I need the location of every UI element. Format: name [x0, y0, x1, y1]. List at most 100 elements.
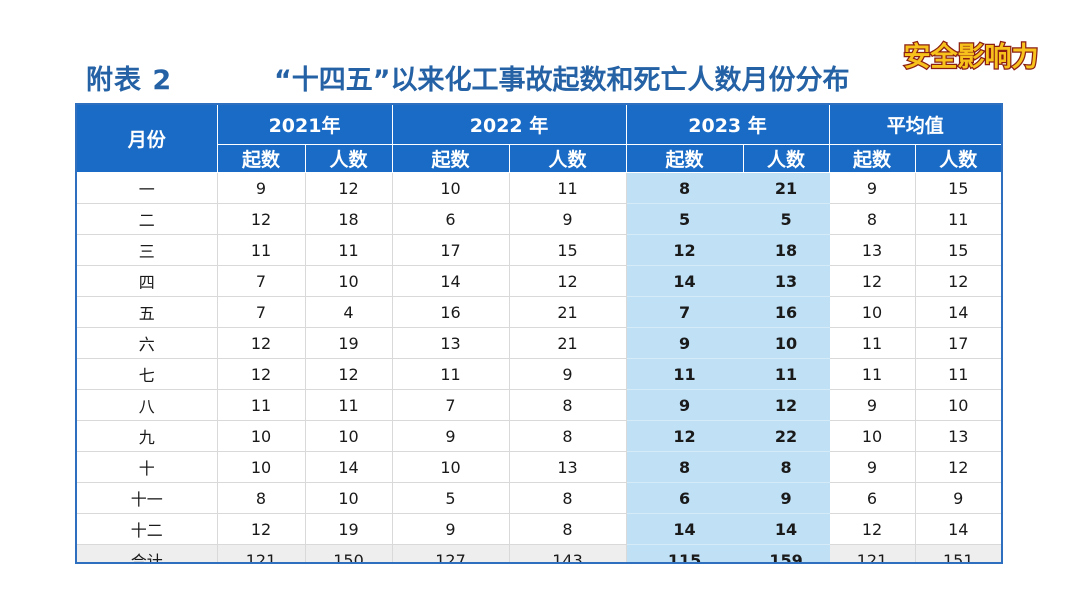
- count-cell: 10: [392, 172, 510, 204]
- deaths-cell: 10: [305, 482, 393, 514]
- table-row: 五 7 4 16 21 7 16 10 14: [77, 296, 1001, 328]
- total-row: 合计 121 150 127 143 115 159 121 151: [77, 544, 1001, 562]
- header-year-2023: 2023 年: [626, 105, 830, 145]
- deaths-cell: 19: [305, 327, 393, 359]
- table-label: 附表 2: [86, 65, 173, 96]
- count-cell: 8: [829, 203, 916, 235]
- count-cell: 7: [392, 389, 510, 421]
- deaths-cell: 21: [743, 172, 830, 204]
- deaths-cell: 8: [509, 389, 627, 421]
- count-cell: 13: [829, 234, 916, 266]
- count-cell: 9: [829, 451, 916, 483]
- deaths-cell: 9: [743, 482, 830, 514]
- count-cell: 10: [829, 296, 916, 328]
- count-cell: 14: [626, 513, 744, 545]
- count-cell: 6: [626, 482, 744, 514]
- count-cell: 9: [829, 389, 916, 421]
- month-cell: 五: [77, 296, 218, 328]
- count-cell: 9: [829, 172, 916, 204]
- deaths-cell: 15: [509, 234, 627, 266]
- deaths-cell: 10: [915, 389, 1001, 421]
- count-cell: 12: [626, 234, 744, 266]
- table-row: 一 9 12 10 11 8 21 9 15: [77, 172, 1001, 204]
- deaths-cell: 12: [305, 172, 393, 204]
- month-cell: 二: [77, 203, 218, 235]
- count-cell: 14: [392, 265, 510, 297]
- count-cell: 10: [829, 420, 916, 452]
- subheader-deaths: 人数: [915, 144, 1001, 173]
- count-cell: 12: [217, 203, 306, 235]
- count-cell: 11: [217, 234, 306, 266]
- month-cell: 三: [77, 234, 218, 266]
- count-cell: 6: [392, 203, 510, 235]
- table-row: 三 11 11 17 15 12 18 13 15: [77, 234, 1001, 266]
- deaths-cell: 16: [743, 296, 830, 328]
- deaths-cell: 11: [509, 172, 627, 204]
- month-cell: 十一: [77, 482, 218, 514]
- month-cell: 一: [77, 172, 218, 204]
- header-average: 平均值: [829, 105, 1001, 145]
- subheader-deaths: 人数: [509, 144, 627, 173]
- total-label: 合计: [77, 544, 218, 562]
- deaths-cell: 11: [915, 358, 1001, 390]
- count-cell: 10: [217, 420, 306, 452]
- count-cell: 9: [626, 327, 744, 359]
- header-year-2022: 2022 年: [392, 105, 627, 145]
- deaths-cell: 8: [509, 513, 627, 545]
- deaths-cell: 8: [509, 420, 627, 452]
- deaths-cell: 13: [509, 451, 627, 483]
- count-cell: 11: [626, 358, 744, 390]
- deaths-cell: 9: [915, 482, 1001, 514]
- month-cell: 十: [77, 451, 218, 483]
- deaths-cell: 9: [509, 203, 627, 235]
- count-cell: 13: [392, 327, 510, 359]
- deaths-cell: 12: [305, 358, 393, 390]
- deaths-cell: 21: [509, 327, 627, 359]
- brand-logo: 安全影响力: [902, 40, 1040, 75]
- count-cell: 9: [217, 172, 306, 204]
- count-cell: 127: [392, 544, 510, 562]
- count-cell: 7: [626, 296, 744, 328]
- subheader-count: 起数: [829, 144, 916, 173]
- count-cell: 9: [392, 513, 510, 545]
- count-cell: 5: [626, 203, 744, 235]
- deaths-cell: 13: [915, 420, 1001, 452]
- subheader-count: 起数: [392, 144, 510, 173]
- subheader-deaths: 人数: [743, 144, 830, 173]
- count-cell: 9: [626, 389, 744, 421]
- deaths-cell: 17: [915, 327, 1001, 359]
- count-cell: 10: [392, 451, 510, 483]
- deaths-cell: 13: [743, 265, 830, 297]
- month-cell: 十二: [77, 513, 218, 545]
- deaths-cell: 14: [305, 451, 393, 483]
- deaths-cell: 150: [305, 544, 393, 562]
- deaths-cell: 15: [915, 172, 1001, 204]
- table-row: 十二 12 19 9 8 14 14 12 14: [77, 513, 1001, 545]
- count-cell: 14: [626, 265, 744, 297]
- deaths-cell: 12: [743, 389, 830, 421]
- count-cell: 5: [392, 482, 510, 514]
- count-cell: 6: [829, 482, 916, 514]
- month-cell: 四: [77, 265, 218, 297]
- deaths-cell: 18: [743, 234, 830, 266]
- deaths-cell: 11: [915, 203, 1001, 235]
- table-row: 九 10 10 9 8 12 22 10 13: [77, 420, 1001, 452]
- count-cell: 11: [217, 389, 306, 421]
- data-table: 月份 2021年 2022 年 2023 年 平均值 起数 人数 起数 人数 起…: [75, 103, 1003, 564]
- table-row: 四 7 10 14 12 14 13 12 12: [77, 265, 1001, 297]
- count-cell: 8: [626, 172, 744, 204]
- deaths-cell: 8: [509, 482, 627, 514]
- count-cell: 8: [217, 482, 306, 514]
- count-cell: 11: [829, 358, 916, 390]
- month-cell: 九: [77, 420, 218, 452]
- table-body: 一 9 12 10 11 8 21 9 15 二 12 18 6 9 5 5 8 11 三 11 11 17 15 12 18 1…: [77, 172, 1001, 562]
- subheader-count: 起数: [626, 144, 744, 173]
- count-cell: 7: [217, 296, 306, 328]
- deaths-cell: 14: [743, 513, 830, 545]
- deaths-cell: 14: [915, 296, 1001, 328]
- deaths-cell: 5: [743, 203, 830, 235]
- deaths-cell: 159: [743, 544, 830, 562]
- deaths-cell: 4: [305, 296, 393, 328]
- deaths-cell: 12: [915, 451, 1001, 483]
- subheader-count: 起数: [217, 144, 306, 173]
